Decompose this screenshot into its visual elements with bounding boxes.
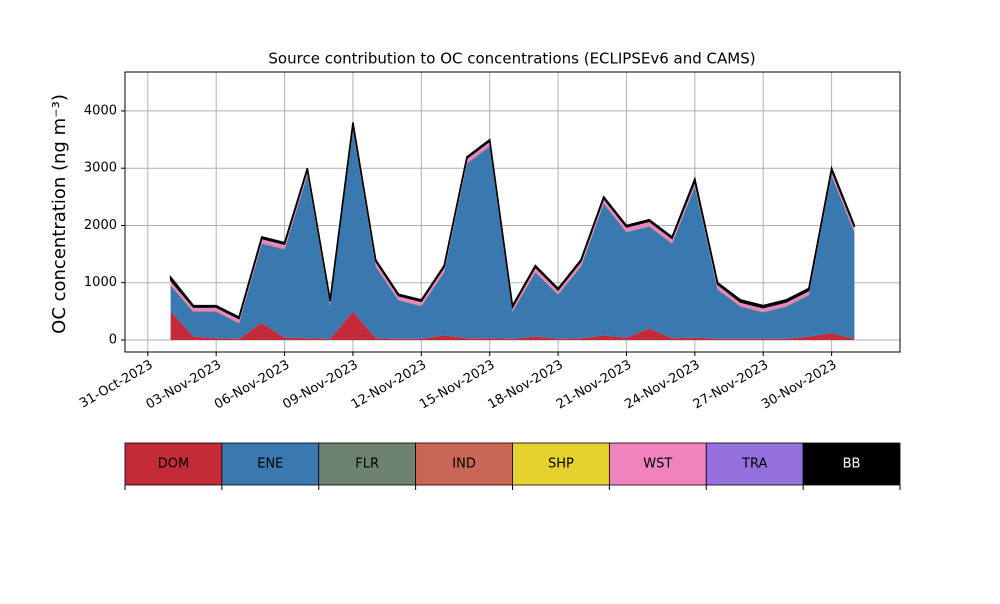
x-tick-label: 06-Nov-2023 <box>212 358 292 413</box>
legend-label: IND <box>452 457 476 472</box>
legend-label: SHP <box>548 457 574 472</box>
chart-title: Source contribution to OC concentrations… <box>268 50 755 68</box>
y-tick-label: 1000 <box>84 275 117 290</box>
y-tick-label: 0 <box>109 332 117 347</box>
legend-swatch <box>802 442 901 486</box>
area-ene <box>170 129 855 339</box>
x-tick-label: 24-Nov-2023 <box>622 358 702 413</box>
x-tick-label: 09-Nov-2023 <box>280 358 360 413</box>
y-tick-label: 4000 <box>84 103 117 118</box>
x-tick-label: 03-Nov-2023 <box>144 358 224 413</box>
legend-swatch <box>512 442 610 486</box>
y-tick-label: 3000 <box>84 161 117 176</box>
area-bb <box>169 122 856 320</box>
x-tick-label: 30-Nov-2023 <box>759 358 839 413</box>
y-tick-label: 2000 <box>84 218 117 233</box>
x-tick-label: 31-Oct-2023 <box>77 358 155 412</box>
legend-label: WST <box>643 457 672 472</box>
x-tick-label: 15-Nov-2023 <box>417 358 497 413</box>
legend-label: DOM <box>158 457 189 472</box>
x-tick-label: 21-Nov-2023 <box>554 358 634 413</box>
legend-swatch <box>221 442 320 486</box>
plot-area <box>125 72 900 352</box>
legend-label: TRA <box>741 457 767 472</box>
y-axis-label: OC concentration (ng m⁻³) <box>49 94 70 334</box>
legend-label: ENE <box>257 457 283 472</box>
x-tick-label: 18-Nov-2023 <box>486 358 566 413</box>
x-tick-label: 27-Nov-2023 <box>691 358 771 413</box>
area-dom <box>170 311 855 340</box>
legend: DOM ENE FLR IND SHP WST TRA BB <box>124 442 901 490</box>
legend-label: BB <box>843 457 861 472</box>
x-tick-label: 12-Nov-2023 <box>349 358 429 413</box>
legend-label: FLR <box>355 457 379 472</box>
plot-frame <box>124 71 901 353</box>
legend-swatch <box>705 442 804 486</box>
